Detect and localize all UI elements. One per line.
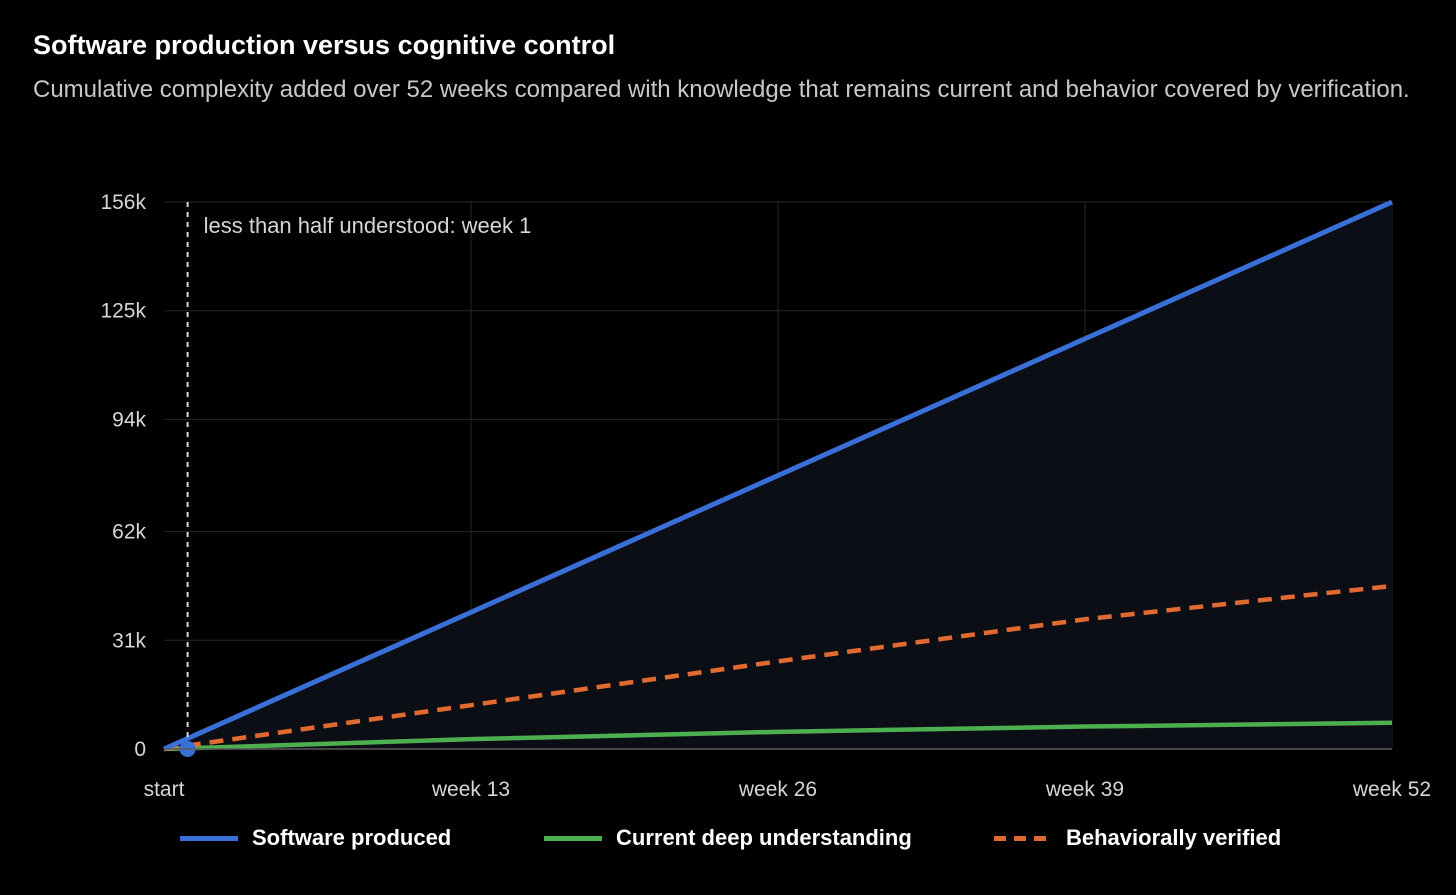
chart-title: Software production versus cognitive con… — [33, 30, 616, 60]
threshold-annotation-label: less than half understood: week 1 — [204, 213, 532, 238]
legend-item-behaviorally-verified[interactable]: Behaviorally verified — [994, 820, 1281, 856]
y-tick-label: 125k — [100, 300, 146, 323]
series-layer — [162, 199, 1394, 752]
legend: Software produced Current deep understan… — [0, 820, 1456, 856]
x-tick-label: week 26 — [738, 778, 817, 801]
x-tick-label: week 13 — [431, 778, 510, 801]
legend-item-software-produced[interactable]: Software produced — [180, 820, 451, 856]
y-tick-label: 31k — [112, 629, 146, 652]
legend-swatch-current-deep-understanding — [544, 835, 602, 841]
legend-item-current-deep-understanding[interactable]: Current deep understanding — [544, 820, 912, 856]
legend-label-current-deep-understanding: Current deep understanding — [616, 825, 912, 850]
y-tick-label: 62k — [112, 521, 146, 544]
series-line-current-deep-understanding[interactable] — [163, 720, 1393, 752]
legend-swatch-behaviorally-verified — [994, 835, 1052, 841]
x-tick-label: start — [144, 778, 185, 801]
x-tick-label: week 52 — [1352, 778, 1431, 801]
annotation-layer: less than half understood: week 1 — [179, 202, 532, 757]
chart-subtitle: Cumulative complexity added over 52 week… — [33, 76, 1410, 103]
y-tick-label: 156k — [100, 191, 146, 214]
y-tick-label: 94k — [112, 408, 146, 431]
x-tick-label: week 39 — [1045, 778, 1124, 801]
axis-layer: 0 31k 62k 94k 125k 156k start week 13 week 26 wee… — [100, 191, 1431, 801]
legend-label-software-produced: Software produced — [252, 825, 452, 850]
legend-label-behaviorally-verified: Behaviorally verified — [1066, 825, 1282, 850]
y-tick-label: 0 — [134, 738, 146, 761]
legend-swatch-software-produced — [180, 835, 238, 841]
series-line-software-produced[interactable] — [162, 199, 1394, 752]
